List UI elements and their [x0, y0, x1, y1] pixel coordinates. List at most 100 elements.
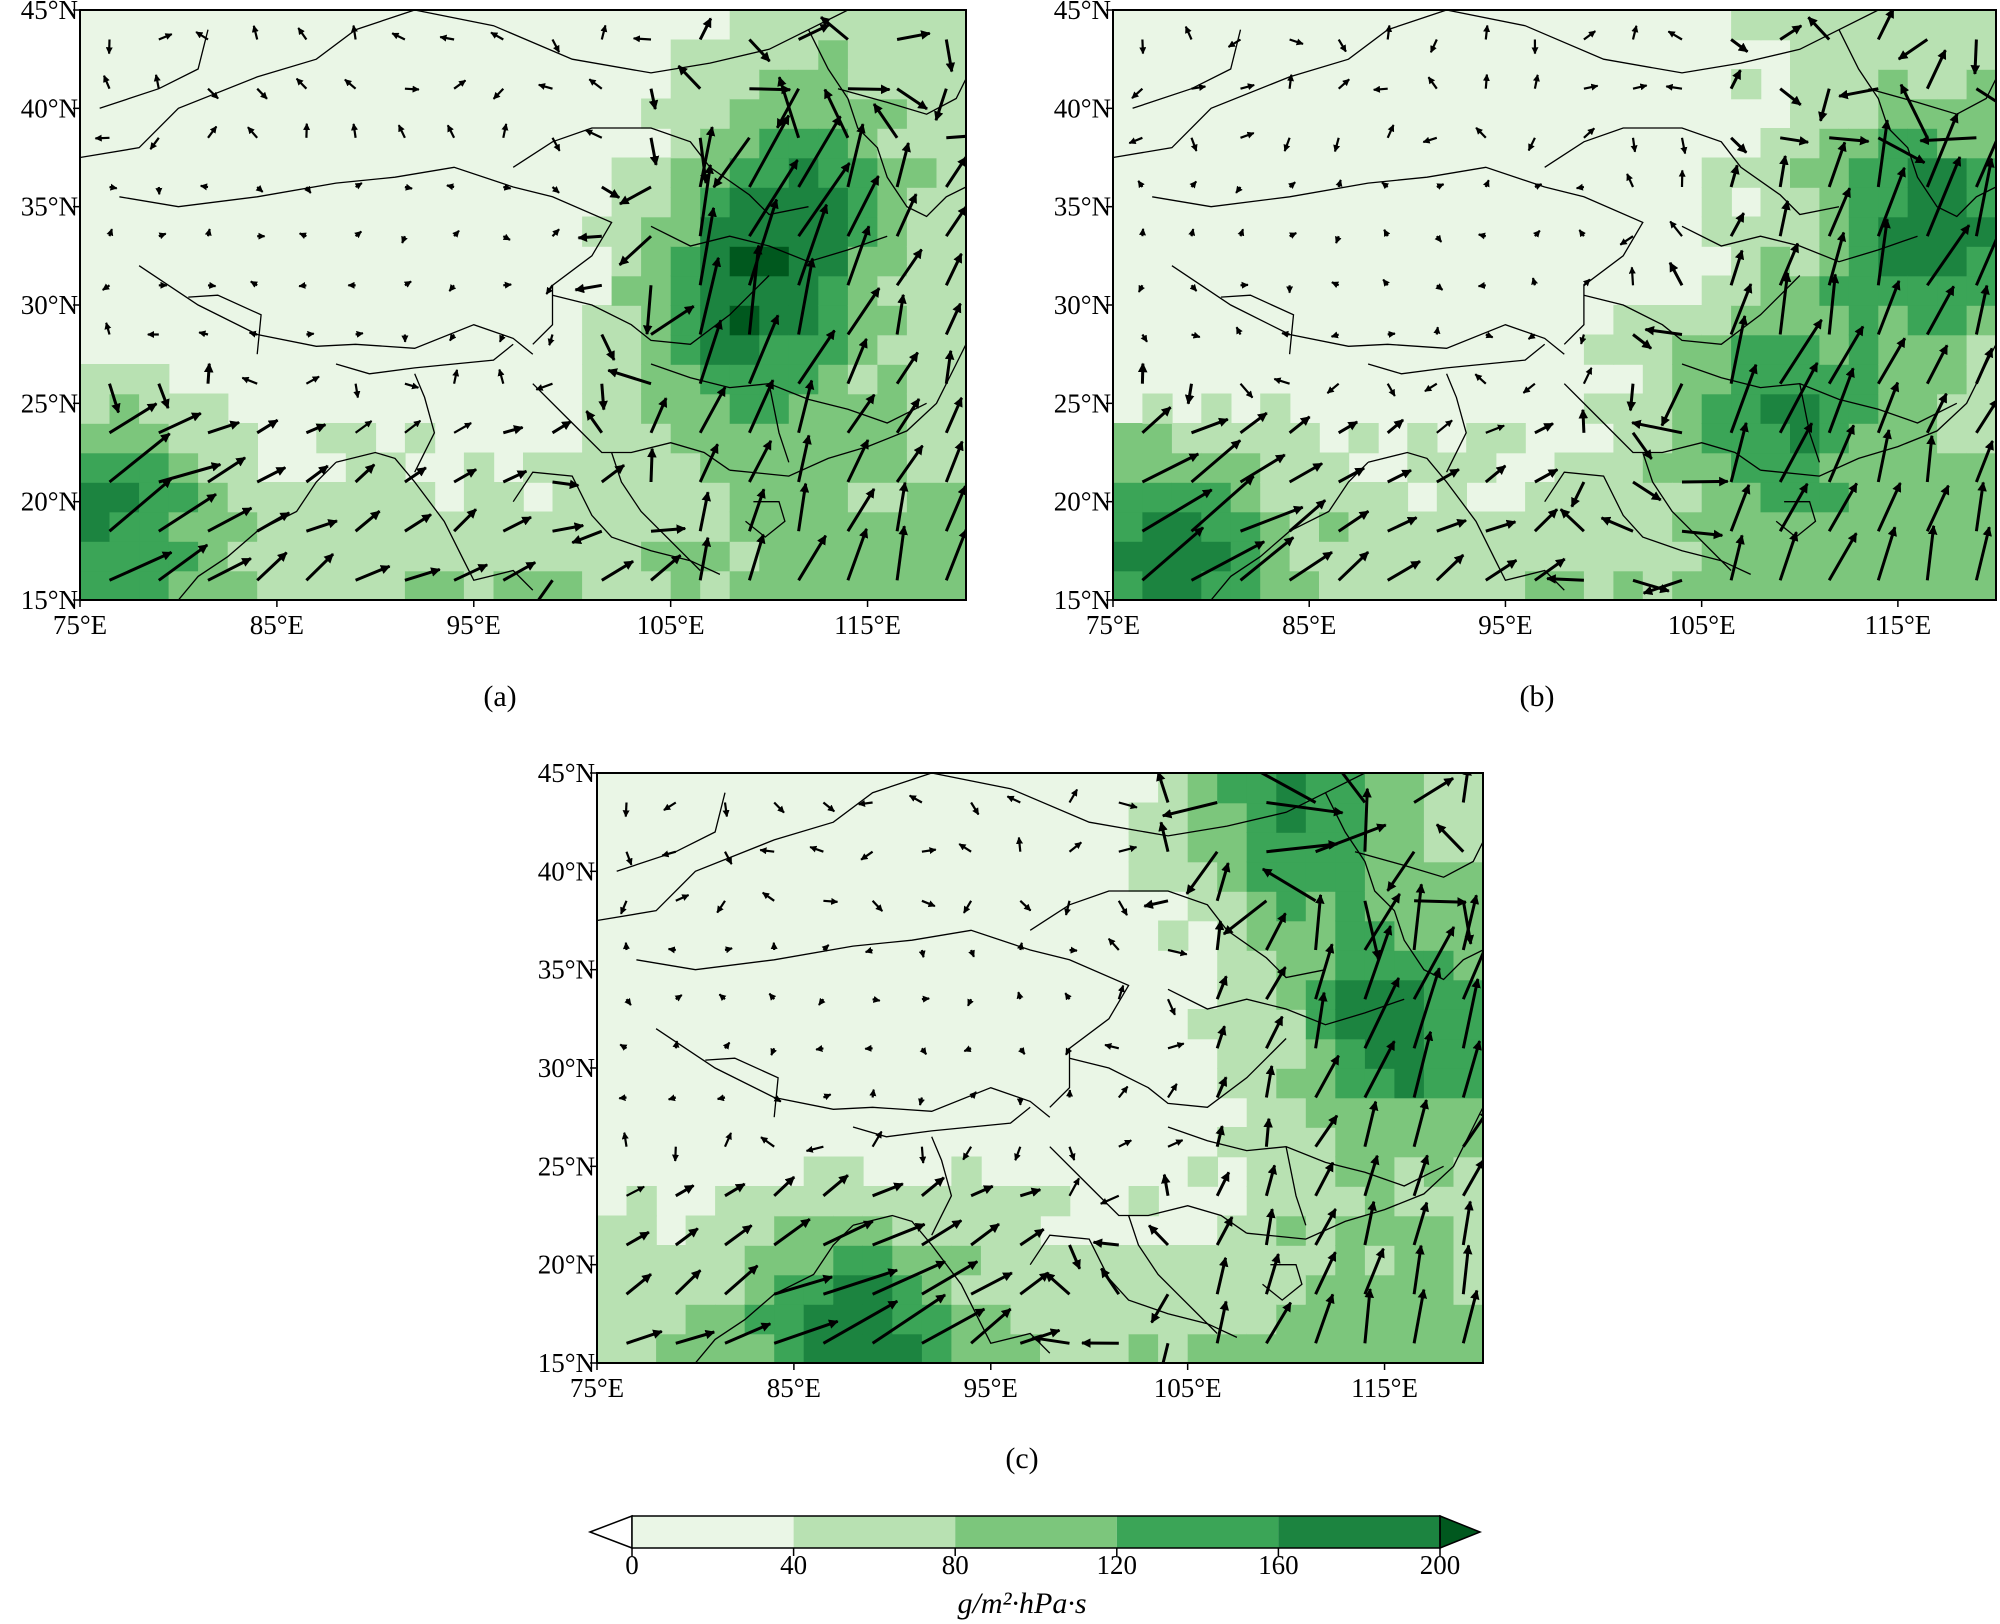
flux-vector-arrow — [452, 229, 460, 238]
flux-cell — [1878, 187, 1909, 218]
flux-vector-arrow — [1362, 787, 1372, 852]
flux-cell — [1525, 541, 1556, 572]
flux-vector-arrow — [1876, 429, 1892, 483]
flux-vector-arrow — [1925, 49, 1947, 90]
flux-cell — [597, 1215, 628, 1246]
flux-cell — [1187, 1333, 1218, 1363]
flux-cell — [1394, 1186, 1425, 1217]
flux-cell — [1423, 1127, 1455, 1158]
flux-vector-arrow — [846, 287, 881, 336]
flux-cell — [1423, 1274, 1455, 1305]
flux-cell — [1760, 364, 1791, 395]
flux-vector-arrow — [1314, 1054, 1340, 1099]
flux-cell — [1069, 1245, 1100, 1276]
flux-vector-arrow — [895, 525, 908, 581]
flux-vector-arrow — [108, 383, 121, 414]
flux-cell — [1246, 1333, 1277, 1363]
boundary-line — [1544, 471, 1751, 575]
flux-vector-arrow — [1019, 1187, 1042, 1198]
flux-vector-arrow — [1975, 440, 1994, 483]
flux-vector-arrow — [1214, 920, 1225, 951]
moisture-flux-shading — [597, 773, 1483, 1363]
flux-cell — [877, 393, 908, 424]
flux-vector-arrow — [1434, 234, 1443, 243]
flux-vector-arrow — [1412, 926, 1456, 1000]
flux-vector-arrow — [661, 850, 677, 858]
flux-cell — [1937, 541, 1968, 572]
flux-vector-arrow — [1215, 1025, 1227, 1049]
colorbar-tick-label: 120 — [1097, 1550, 1138, 1580]
flux-cell — [1790, 216, 1821, 247]
y-tick-label: 35°N — [21, 192, 78, 222]
flux-vector-arrow — [1118, 1139, 1132, 1148]
flux-cell — [1848, 334, 1879, 365]
flux-cell — [656, 1245, 687, 1276]
flux-cell — [1171, 570, 1203, 600]
flux-vector-arrow — [1778, 242, 1800, 286]
flux-cell — [803, 1333, 834, 1363]
flux-cell — [1201, 452, 1232, 483]
flux-vector-arrow — [1412, 1154, 1430, 1197]
flux-vector-arrow — [1372, 85, 1388, 93]
flux-vector-arrow — [1239, 411, 1268, 435]
flux-vector-arrow — [247, 126, 259, 139]
map-axes: 75°E 85°E 95°E 105°E 115°E 45°N 40°N 35°N 30°N 25… — [21, 0, 901, 640]
flux-vector-arrow — [108, 402, 158, 435]
flux-cell — [1276, 1097, 1307, 1128]
flux-cell — [1966, 216, 1996, 247]
flux-cell — [1230, 482, 1261, 513]
flux-vector-arrow — [698, 491, 712, 532]
flux-vector-arrow — [453, 563, 489, 582]
flux-cell — [1790, 39, 1821, 70]
flux-cell — [1364, 832, 1396, 863]
flux-cell — [493, 570, 524, 600]
flux-cell — [611, 157, 642, 188]
flux-vector-arrow — [872, 1222, 926, 1247]
flux-vector-arrow — [1239, 453, 1286, 484]
flux-vector-arrow — [1436, 183, 1445, 190]
flux-vector-arrow — [1412, 1030, 1434, 1098]
flux-vector-arrow — [502, 425, 524, 435]
flux-vector-arrow — [1412, 1288, 1428, 1344]
flux-vector-arrow — [773, 1217, 811, 1247]
flux-cell — [818, 452, 849, 483]
flux-vector-arrow — [864, 1044, 873, 1052]
flux-cell — [626, 1245, 657, 1276]
flux-cell — [1760, 128, 1791, 159]
flux-cell — [1848, 216, 1879, 247]
flux-cell — [1848, 187, 1879, 218]
map-panel-b: 75°E 85°E 95°E 105°E 115°E 45°N 40°N 35°N 30°N 25… — [1054, 0, 1997, 713]
flux-cell — [463, 452, 495, 483]
flux-vector-arrow — [1156, 773, 1170, 803]
y-tick-label: 45°N — [1054, 0, 1111, 25]
y-tick-label: 45°N — [538, 758, 595, 788]
flux-cell — [434, 541, 465, 572]
flux-vector-arrow — [718, 993, 727, 1002]
flux-cell — [1878, 570, 1909, 600]
flux-vector-arrow — [1068, 1244, 1082, 1270]
flux-cell — [1819, 305, 1850, 336]
flux-vector-arrow — [354, 420, 373, 434]
flux-vector-arrow — [797, 534, 827, 582]
flux-cell — [316, 482, 347, 513]
flux-vector-arrow — [1429, 39, 1438, 53]
flux-cell — [744, 1215, 775, 1246]
flux-cell — [877, 39, 908, 70]
flux-vector-arrow — [1386, 560, 1421, 582]
flux-cell — [656, 1333, 687, 1363]
flux-cell — [1672, 364, 1703, 395]
flux-cell — [1848, 570, 1879, 600]
flux-cell — [1583, 541, 1615, 572]
flux-cell — [1937, 10, 1968, 41]
flux-vector-arrow — [822, 1268, 899, 1296]
flux-cell — [862, 1215, 894, 1246]
flux-vector-arrow — [1482, 73, 1490, 89]
flux-cell — [1217, 1068, 1248, 1099]
flux-vector-arrow — [588, 78, 603, 90]
colorbar-segment — [632, 1516, 794, 1548]
flux-vector-arrow — [1189, 283, 1198, 292]
flux-cell — [611, 187, 642, 218]
flux-cell — [1142, 452, 1173, 483]
flux-vector-arrow — [773, 1175, 796, 1197]
boundary-line — [931, 1136, 953, 1236]
